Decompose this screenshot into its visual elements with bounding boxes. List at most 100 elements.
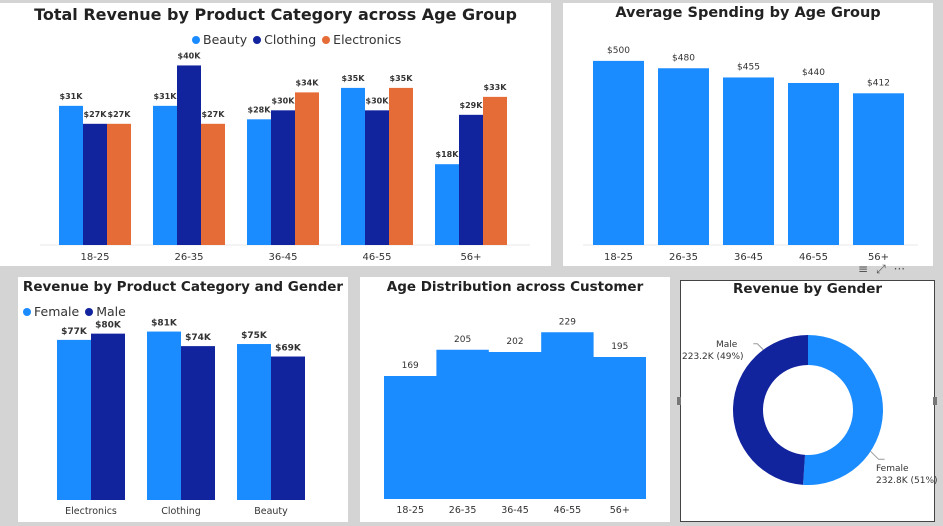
data-label: $35K (342, 74, 366, 83)
data-label: $30K (366, 96, 390, 105)
more-options-icon[interactable]: ··· (893, 262, 906, 276)
slice-label-name: Female (876, 464, 909, 474)
data-label: 229 (559, 317, 576, 327)
bar-electronics[interactable] (107, 123, 131, 245)
bar-electronics[interactable] (295, 92, 319, 245)
legend-label: Male (96, 304, 126, 319)
legend-swatch (23, 307, 31, 316)
bar[interactable] (788, 82, 839, 245)
data-label: $69K (275, 344, 302, 354)
filter-icon[interactable]: ≡ (858, 262, 869, 276)
data-label: $80K (95, 321, 122, 331)
bar[interactable] (853, 93, 904, 245)
chart-plot: $77K $80K Electronics $81K $74K Clothing $75K $… (57, 319, 305, 517)
bar-male[interactable] (181, 346, 215, 500)
focus-mode-icon[interactable]: ⤢ (876, 262, 886, 276)
slice-label-value: 232.8K (51%) (876, 476, 938, 486)
bar-clothing[interactable] (365, 110, 389, 245)
legend-item-electronics[interactable]: Electronics (322, 32, 401, 47)
bar[interactable] (723, 77, 774, 245)
data-label: $28K (248, 105, 272, 114)
x-tick-label: 36-45 (734, 252, 763, 263)
x-tick-label: 36-45 (501, 505, 529, 516)
bar-beauty[interactable] (153, 105, 177, 245)
data-label: $31K (60, 92, 84, 101)
legend-item-beauty[interactable]: Beauty (192, 32, 247, 47)
chart-legend: Beauty Clothing Electronics (192, 32, 401, 47)
x-tick-label: 26-35 (669, 252, 698, 263)
chart-plot: Female 232.8K (51%) Male 223.2K (49%) (682, 335, 938, 486)
bar-electronics[interactable] (389, 87, 413, 245)
bar-beauty[interactable] (59, 105, 83, 245)
age-distribution-panel[interactable]: Age Distribution across Customer 169 18-2… (360, 277, 670, 522)
bar-male[interactable] (271, 356, 305, 500)
legend-label: Female (34, 304, 80, 319)
data-label: 205 (454, 335, 471, 345)
area-series[interactable] (384, 332, 646, 499)
data-label: 169 (402, 361, 419, 371)
bar-beauty[interactable] (247, 119, 271, 245)
legend-swatch (322, 35, 331, 44)
chart-title: Age Distribution across Customer (386, 279, 644, 295)
bar-female[interactable] (57, 339, 91, 500)
selection-handle[interactable] (933, 397, 937, 405)
x-tick-label: 18-25 (80, 252, 109, 263)
x-tick-label: Beauty (254, 506, 288, 517)
data-label: $412 (867, 78, 890, 88)
bar-clothing[interactable] (459, 114, 483, 245)
revenue-gender-panel[interactable]: Revenue by Gender Female 232.8K (51%) Male… (680, 280, 938, 522)
bar[interactable] (593, 60, 644, 246)
revenue-category-gender-panel[interactable]: Revenue by Product Category and Gender F… (18, 277, 348, 522)
data-label: $27K (202, 110, 226, 119)
legend-label: Beauty (203, 32, 248, 47)
bar-electronics[interactable] (201, 123, 225, 245)
bar-clothing[interactable] (83, 123, 107, 245)
slice-label-value: 223.2K (49%) (682, 352, 744, 362)
bar-clothing[interactable] (271, 110, 295, 245)
legend-item-clothing[interactable]: Clothing (253, 32, 316, 47)
selection-handle[interactable] (677, 397, 681, 405)
legend-swatch (253, 35, 262, 44)
bar-beauty[interactable] (341, 87, 365, 245)
x-tick-label: Electronics (65, 506, 117, 517)
data-label: $18K (436, 150, 460, 159)
bar-electronics[interactable] (483, 96, 507, 245)
revenue-category-age-panel[interactable]: Total Revenue by Product Category across… (0, 3, 551, 266)
avg-spending-age-panel[interactable]: Average Spending by Age Group $500 18-25 $… (563, 3, 933, 266)
slice-female[interactable] (803, 335, 883, 485)
data-label: 202 (506, 337, 523, 347)
data-label: $77K (61, 327, 88, 337)
data-label: $27K (108, 110, 132, 119)
chart-title: Total Revenue by Product Category across… (34, 5, 517, 24)
leader-line (870, 450, 885, 460)
chart-plot: $31K$27K $27K18-25$31K$40K$27K26-35$28K$3… (40, 51, 530, 263)
leader-line (753, 343, 764, 351)
bar-female[interactable] (237, 344, 271, 500)
x-tick-label: 18-25 (604, 252, 633, 263)
legend-item-male[interactable]: Male (85, 304, 126, 319)
legend-label: Electronics (333, 32, 402, 47)
bar-female[interactable] (147, 331, 181, 500)
chart-title: Revenue by Gender (732, 281, 883, 297)
x-tick-label: 18-25 (396, 505, 424, 516)
x-tick-label: 56+ (868, 252, 889, 263)
data-label: $40K (178, 51, 202, 60)
data-label: $75K (241, 331, 268, 341)
x-tick-label: 56+ (460, 252, 481, 263)
data-label: $500 (607, 46, 630, 56)
data-label: $35K (390, 74, 414, 83)
chart-plot: 169 18-25 205 26-35 202 36-45 229 46-55 195 56+ (384, 317, 646, 516)
bar-beauty[interactable] (435, 164, 459, 245)
chart-title: Revenue by Product Category and Gender (22, 279, 344, 295)
bar[interactable] (658, 68, 709, 245)
x-tick-label: 46-55 (362, 252, 391, 263)
legend-item-female[interactable]: Female (23, 304, 79, 319)
chart-title: Average Spending by Age Group (615, 5, 881, 21)
bar-male[interactable] (91, 333, 125, 500)
slice-male[interactable] (732, 335, 808, 485)
data-label: $34K (296, 78, 320, 87)
legend-swatch (85, 307, 94, 316)
bar-clothing[interactable] (177, 65, 201, 245)
chart-plot: $500 18-25 $480 26-35 $455 36-45 $440 46-55 $412… (583, 46, 918, 263)
data-label: $29K (460, 101, 484, 110)
